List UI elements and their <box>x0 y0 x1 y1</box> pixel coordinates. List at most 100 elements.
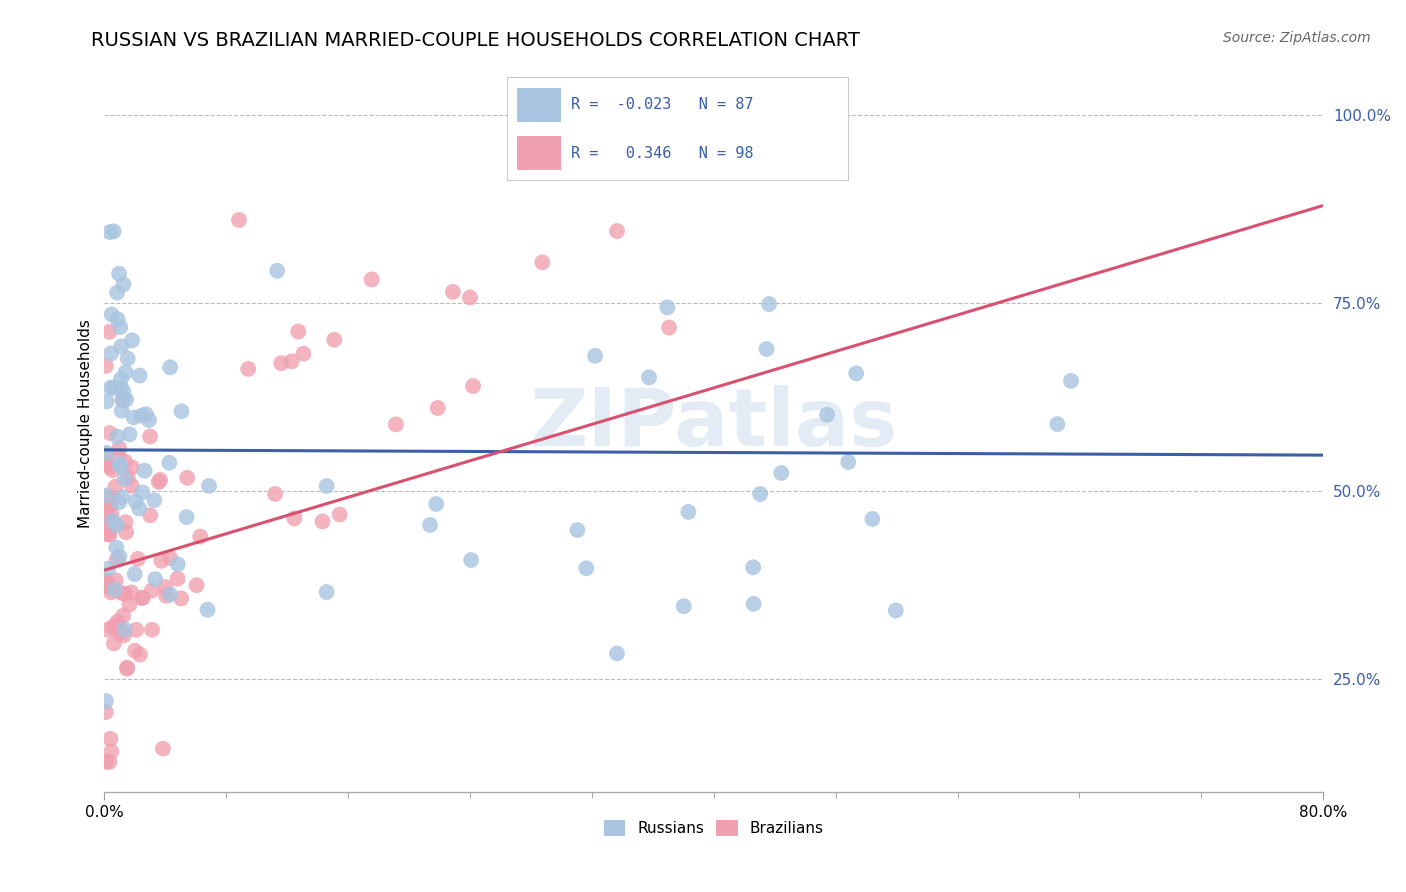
Point <box>114 515 136 529</box>
Point <box>114 622 136 636</box>
Point <box>198 479 221 493</box>
Point <box>506 157 529 171</box>
Point <box>425 497 447 511</box>
Point <box>323 333 346 347</box>
Point <box>105 518 128 533</box>
Point <box>100 346 122 360</box>
Point <box>606 224 628 238</box>
Point <box>100 585 122 599</box>
Legend: Russians, Brazilians: Russians, Brazilians <box>603 820 824 836</box>
Point <box>96 488 118 502</box>
Point <box>114 455 136 469</box>
Point <box>105 615 128 629</box>
Point <box>638 370 661 384</box>
Point <box>120 585 142 599</box>
Point <box>197 603 219 617</box>
Point <box>98 731 121 746</box>
Point <box>166 557 188 571</box>
Point <box>94 705 117 719</box>
Point <box>884 603 907 617</box>
Point <box>94 359 117 373</box>
Point <box>111 403 134 417</box>
Point <box>150 554 173 568</box>
Point <box>110 380 132 394</box>
Point <box>131 409 153 423</box>
Point <box>131 485 153 500</box>
Point <box>292 346 315 360</box>
Point <box>121 460 143 475</box>
Point <box>98 425 121 440</box>
Point <box>110 339 132 353</box>
Point <box>114 587 136 601</box>
Point <box>117 471 139 485</box>
Point <box>139 508 162 523</box>
Point <box>188 530 211 544</box>
Point <box>103 381 125 395</box>
Point <box>100 506 122 520</box>
Point <box>658 320 681 334</box>
Point <box>124 567 146 582</box>
Y-axis label: Married-couple Households: Married-couple Households <box>79 319 93 528</box>
Point <box>749 487 772 501</box>
Point <box>129 648 152 662</box>
Point <box>125 623 148 637</box>
Point <box>97 561 120 575</box>
Point <box>100 381 122 395</box>
Point <box>94 490 117 504</box>
Point <box>155 589 177 603</box>
Point <box>143 493 166 508</box>
Point <box>108 495 131 509</box>
Point <box>128 501 150 516</box>
Point <box>270 356 292 370</box>
Point <box>606 647 628 661</box>
Point <box>108 442 131 456</box>
Point <box>755 342 778 356</box>
Point <box>98 460 121 475</box>
Point <box>166 572 188 586</box>
Point <box>101 463 124 477</box>
Point <box>118 427 141 442</box>
Point <box>385 417 408 432</box>
Point <box>283 511 305 525</box>
Point <box>110 586 132 600</box>
Point <box>121 479 143 493</box>
Point <box>112 628 135 642</box>
Point <box>815 408 838 422</box>
Point <box>122 410 145 425</box>
Point <box>105 618 128 632</box>
Point <box>98 527 121 541</box>
Point <box>108 320 131 334</box>
Point <box>266 264 288 278</box>
Point <box>141 583 163 598</box>
Point <box>148 475 170 489</box>
Point <box>186 578 208 592</box>
Point <box>108 450 131 464</box>
Point <box>770 466 793 480</box>
Point <box>264 487 287 501</box>
Point <box>94 457 117 471</box>
Point <box>111 392 134 407</box>
Point <box>152 741 174 756</box>
Point <box>228 213 250 227</box>
Point <box>94 694 117 708</box>
Point <box>159 587 181 601</box>
Point <box>114 365 136 379</box>
Point <box>96 394 118 409</box>
Point <box>94 512 117 526</box>
Point <box>238 362 260 376</box>
Point <box>131 591 153 605</box>
Point <box>101 517 124 532</box>
Point <box>138 413 160 427</box>
Text: Source: ZipAtlas.com: Source: ZipAtlas.com <box>1223 31 1371 45</box>
Point <box>115 660 138 674</box>
Point <box>315 585 337 599</box>
Point <box>108 457 131 471</box>
Point <box>567 523 589 537</box>
Point <box>101 491 124 506</box>
Point <box>128 368 150 383</box>
Point <box>657 301 679 315</box>
Point <box>96 446 118 460</box>
Point <box>104 480 127 494</box>
Point <box>111 490 134 504</box>
Point <box>98 225 121 239</box>
